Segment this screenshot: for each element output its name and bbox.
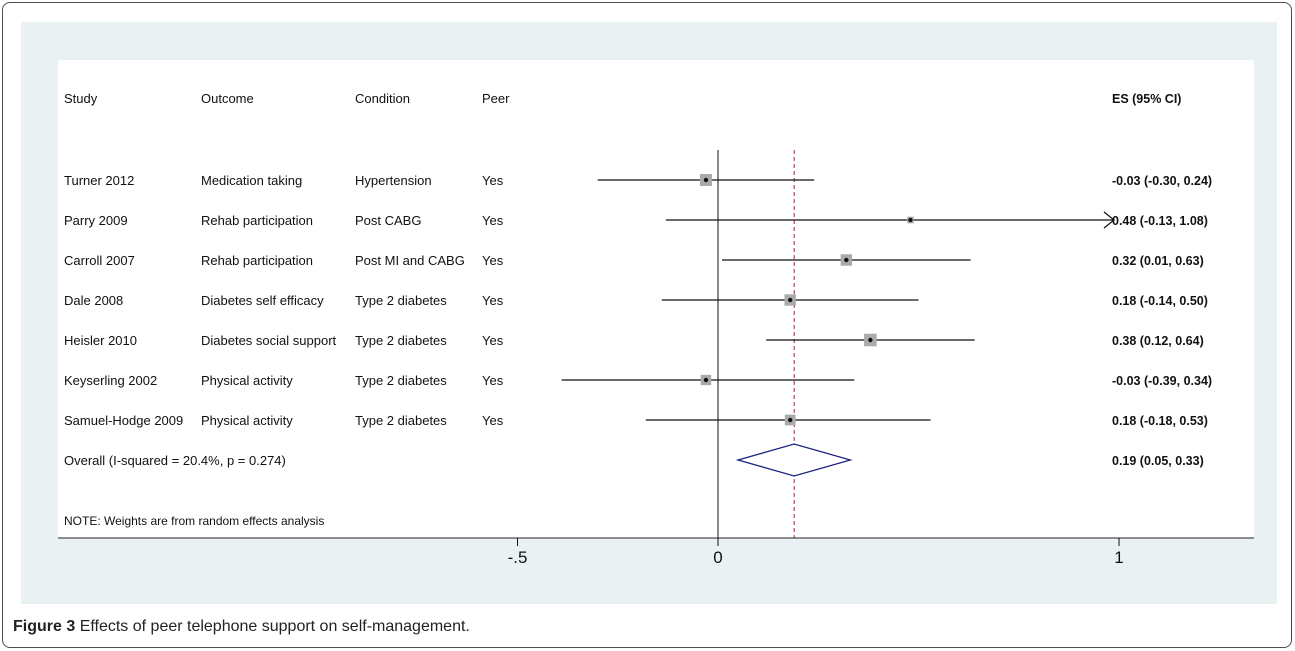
figure-caption: Figure 3 Effects of peer telephone suppo… [13,618,470,636]
row-outcome: Rehab participation [201,213,313,228]
row-condition: Type 2 diabetes [355,333,447,348]
row-condition: Type 2 diabetes [355,413,447,428]
x-tick-label: 0 [713,548,722,567]
row-study: Heisler 2010 [64,333,137,348]
row-condition: Post MI and CABG [355,253,465,268]
study-marker [661,294,919,306]
x-axis: -.5 0 1 [508,538,1124,567]
point-estimate [844,257,849,263]
weights-note: NOTE: Weights are from random effects an… [64,514,324,528]
study-marker [561,374,855,386]
figure-caption-text: Effects of peer telephone support on sel… [79,618,470,635]
row-outcome: Diabetes self efficacy [201,293,324,308]
row-peer: Yes [482,173,504,188]
header-es: ES (95% CI) [1112,92,1181,106]
header-outcome: Outcome [201,91,254,106]
ci-arrow [1103,211,1115,229]
row-es-label: 0.32 (0.01, 0.63) [1112,254,1204,268]
study-marker [665,211,1115,229]
x-tick-label: 1 [1114,548,1123,567]
row-study: Turner 2012 [64,173,134,188]
x-tick-label: -.5 [508,548,528,567]
row-peer: Yes [482,333,504,348]
row-condition: Post CABG [355,213,421,228]
row-es-label: -0.03 (-0.30, 0.24) [1112,174,1212,188]
row-study: Keyserling 2002 [64,373,157,388]
overall-diamond [735,443,853,477]
header-row: Study Outcome Condition Peer ES (95% CI) [64,91,1181,106]
table-rows: Turner 2012 Medication taking Hypertension… [64,173,1212,428]
point-estimate [703,377,709,383]
row-peer: Yes [482,213,504,228]
table-row: Keyserling 2002 Physical activity Type 2 d… [64,373,1212,388]
row-outcome: Diabetes social support [201,333,337,348]
table-row: Dale 2008 Diabetes self efficacy Type 2 di… [64,293,1208,308]
row-condition: Hypertension [355,173,432,188]
row-study: Samuel-Hodge 2009 [64,413,183,428]
header-condition: Condition [355,91,410,106]
row-es-label: 0.38 (0.12, 0.64) [1112,334,1204,348]
table-row: Turner 2012 Medication taking Hypertension… [64,173,1212,188]
row-es-label: 0.18 (-0.14, 0.50) [1112,294,1208,308]
study-marker [645,414,931,426]
overall-es-label: 0.19 (0.05, 0.33) [1112,454,1204,468]
overall-label: Overall (I-squared = 20.4%, p = 0.274) [64,453,286,468]
study-marker [766,333,975,347]
row-outcome: Physical activity [201,413,293,428]
point-estimate [787,297,793,303]
study-marker [722,254,971,266]
row-condition: Type 2 diabetes [355,293,447,308]
table-row: Parry 2009 Rehab participation Post CABG Ye… [64,213,1208,228]
row-study: Parry 2009 [64,213,128,228]
row-peer: Yes [482,293,504,308]
figure-caption-label: Figure 3 [13,618,76,635]
header-study: Study [64,91,98,106]
header-peer: Peer [482,91,510,106]
chart-marks [561,150,1115,538]
table-row: Carroll 2007 Rehab participation Post MI a… [64,253,1204,268]
row-condition: Type 2 diabetes [355,373,447,388]
plot-area [58,60,1254,538]
point-estimate [703,177,709,183]
row-outcome: Rehab participation [201,253,313,268]
row-study: Carroll 2007 [64,253,135,268]
point-estimate [787,417,793,423]
row-es-label: 0.48 (-0.13, 1.08) [1112,214,1208,228]
table-row: Heisler 2010 Diabetes social support Type … [64,333,1204,348]
point-estimate [868,337,873,343]
row-outcome: Physical activity [201,373,293,388]
table-row: Samuel-Hodge 2009 Physical activity Type 2… [64,413,1208,428]
row-outcome: Medication taking [201,173,302,188]
forest-plot: Study Outcome Condition Peer ES (95% CI)… [21,22,1277,604]
point-estimate [908,217,913,223]
study-marker [597,174,815,186]
row-es-label: -0.03 (-0.39, 0.34) [1112,374,1212,388]
row-peer: Yes [482,253,504,268]
row-peer: Yes [482,373,504,388]
row-es-label: 0.18 (-0.18, 0.53) [1112,414,1208,428]
row-peer: Yes [482,413,504,428]
row-study: Dale 2008 [64,293,123,308]
